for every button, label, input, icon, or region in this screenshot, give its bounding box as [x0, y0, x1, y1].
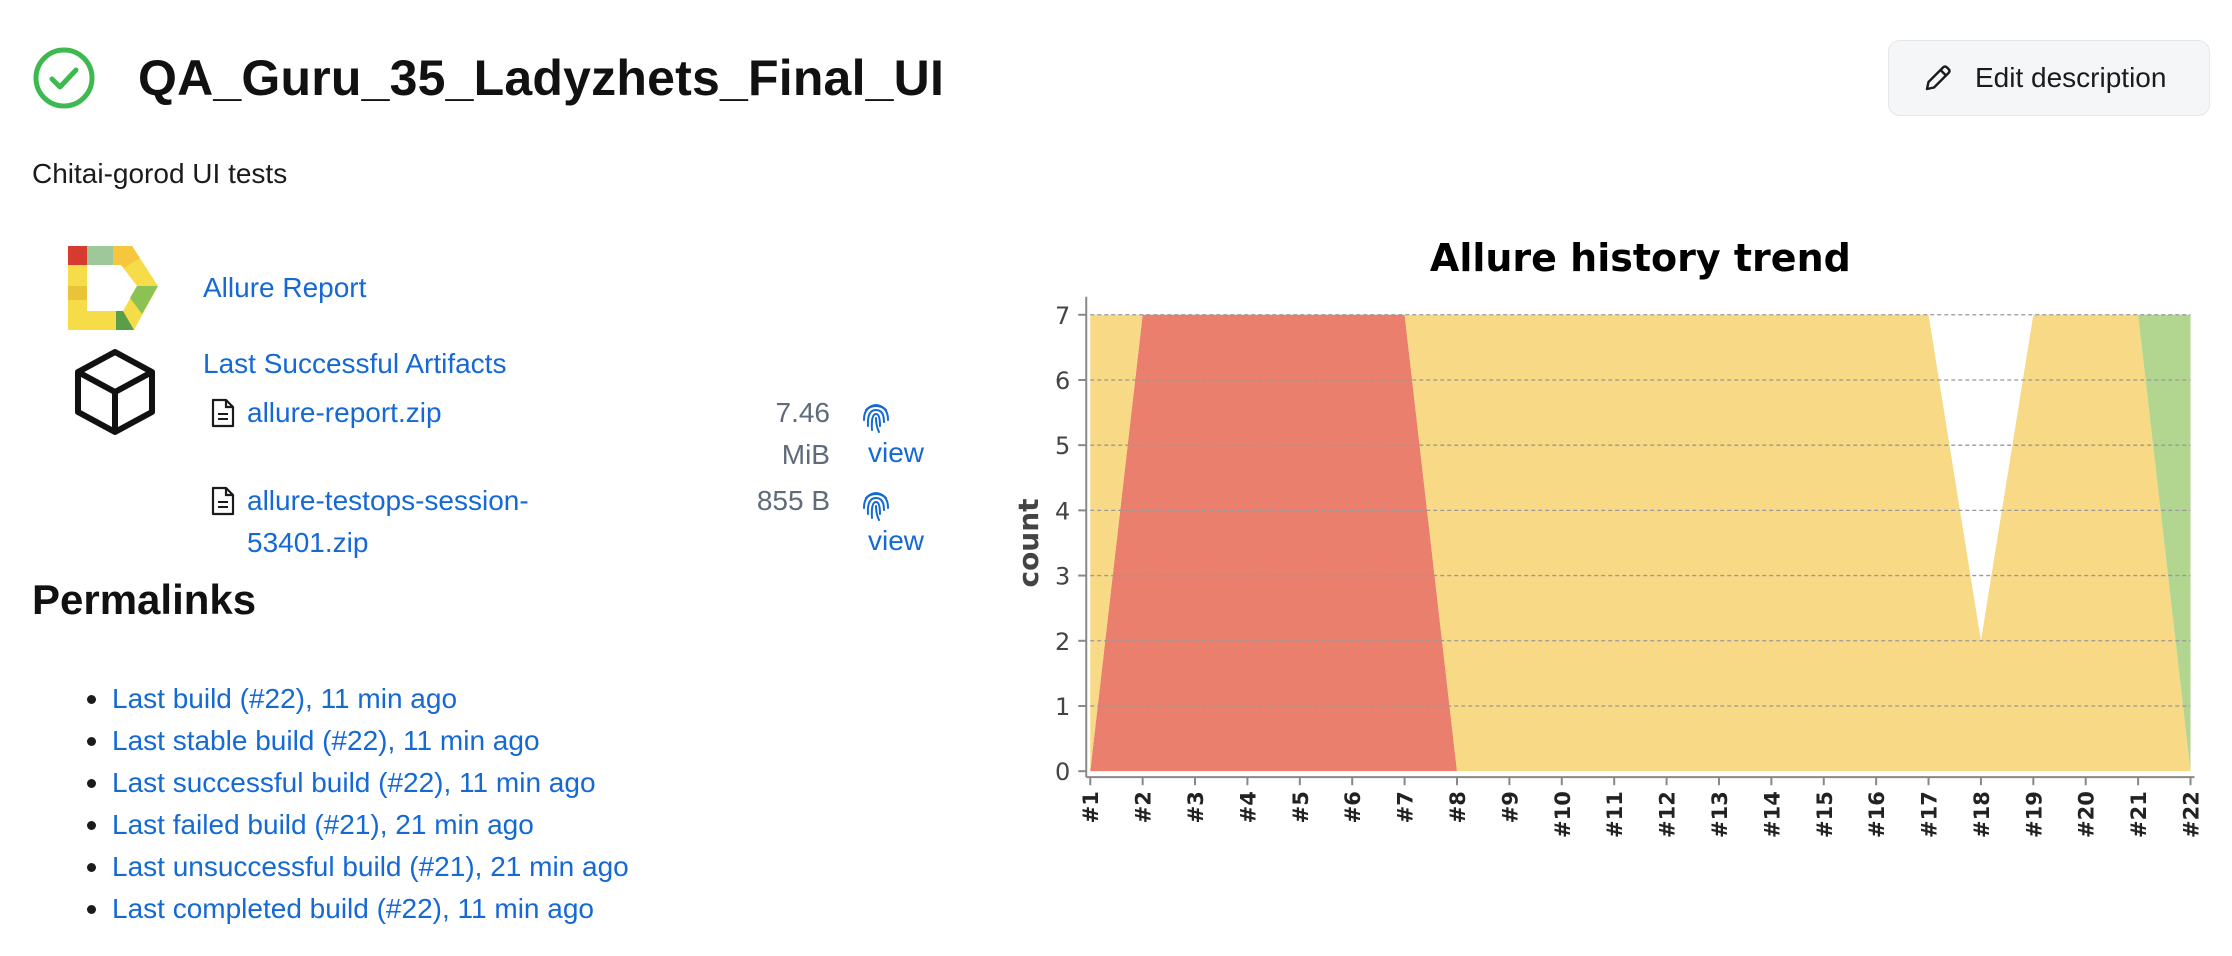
chart-y-tick-label: 6 [1055, 367, 1070, 395]
chart-area-series-0 [1090, 314, 2191, 772]
fingerprint-icon[interactable] [860, 488, 892, 522]
page-title: QA_Guru_35_Ladyzhets_Final_UI [138, 50, 945, 106]
package-icon [75, 349, 155, 435]
chart-x-tick-label: #5 [1289, 791, 1313, 823]
check-circle-icon [33, 47, 95, 109]
chart-x-tick-label: #8 [1446, 791, 1470, 823]
chart-x-tick-label: #17 [1918, 791, 1942, 838]
chart-x-tick-label: #6 [1341, 791, 1365, 823]
permalinks-list: Last build (#22), 11 min ago Last stable… [87, 678, 629, 930]
chart-y-axis-label: count [1012, 498, 1045, 587]
artifact-link-allure-testops-session-zip[interactable]: allure-testops-session- 53401.zip [247, 485, 529, 558]
job-header: QA_Guru_35_Ladyzhets_Final_UI [32, 46, 944, 110]
allure-logo-icon[interactable] [68, 246, 158, 330]
chart-x-tick-label: #13 [1708, 791, 1732, 838]
file-icon [211, 486, 235, 516]
file-icon [211, 398, 235, 428]
pencil-icon [1925, 65, 1951, 91]
chart-x-tick-label: #16 [1865, 791, 1889, 838]
last-successful-artifacts-link[interactable]: Last Successful Artifacts [203, 348, 507, 379]
chart-x-tick-label: #14 [1760, 791, 1784, 838]
chart-x-tick-label: #20 [2075, 791, 2099, 838]
chart-x-tick-label: #7 [1394, 791, 1418, 823]
artifact-size: 7.46 MiB [775, 397, 831, 470]
chart-x-tick-label: #9 [1498, 791, 1522, 823]
list-item: Last successful build (#22), 11 min ago [87, 762, 629, 804]
artifact-link-allure-report-zip[interactable]: allure-report.zip [247, 397, 442, 428]
chart-x-tick-label: #21 [2127, 791, 2151, 838]
chart-x-tick-label: #22 [2180, 791, 2204, 838]
artifact-view-link[interactable]: view [868, 437, 925, 468]
permalinks-heading: Permalinks [32, 576, 257, 623]
chart-x-tick-label: #19 [2022, 791, 2046, 838]
chart-y-tick-label: 7 [1055, 302, 1070, 330]
chart-y-tick-label: 3 [1055, 563, 1070, 591]
chart-y-tick-label: 4 [1055, 497, 1070, 525]
chart-x-tick-label: #4 [1236, 791, 1260, 823]
allure-history-trend-chart[interactable]: Allure history trend count 0 1 2 3 4 5 6 7 #1 #2 #… [1000, 220, 2232, 860]
permalink-last-completed-build[interactable]: Last completed build (#22), 11 min ago [112, 893, 594, 924]
chart-y-tick-label: 1 [1055, 693, 1070, 721]
artifact-view-link[interactable]: view [868, 525, 925, 556]
edit-description-button[interactable]: Edit description [1888, 40, 2210, 116]
chart-title: Allure history trend [1430, 236, 1851, 280]
chart-x-tick-label: #15 [1813, 791, 1837, 838]
permalink-last-build[interactable]: Last build (#22), 11 min ago [112, 683, 458, 714]
chart-x-tick-label: #12 [1656, 791, 1680, 838]
list-item: Last unsuccessful build (#21), 21 min ag… [87, 846, 629, 888]
list-item: Last completed build (#22), 11 min ago [87, 888, 629, 930]
chart-x-tick-label: #10 [1551, 791, 1575, 838]
permalink-last-successful-build[interactable]: Last successful build (#22), 11 min ago [112, 767, 596, 798]
chart-x-tick-label: #18 [1970, 791, 1994, 838]
job-description: Chitai-gorod UI tests [32, 158, 288, 189]
list-item: Last failed build (#21), 21 min ago [87, 804, 629, 846]
chart-x-tick-label: #2 [1132, 791, 1156, 823]
chart-y-tick-label: 5 [1055, 432, 1070, 460]
permalink-last-failed-build[interactable]: Last failed build (#21), 21 min ago [112, 809, 534, 840]
chart-y-tick-label: 2 [1055, 628, 1070, 656]
artifact-size: 855 B [756, 485, 830, 516]
list-item: Last stable build (#22), 11 min ago [87, 720, 629, 762]
list-item: Last build (#22), 11 min ago [87, 678, 629, 720]
chart-x-tick-label: #3 [1184, 791, 1208, 823]
permalink-last-stable-build[interactable]: Last stable build (#22), 11 min ago [112, 725, 540, 756]
chart-y-tick-label: 0 [1055, 758, 1070, 786]
edit-description-label: Edit description [1975, 62, 2167, 93]
fingerprint-icon[interactable] [860, 400, 892, 434]
chart-area-series-1 [1090, 314, 2191, 772]
chart-x-tick-label: #11 [1603, 791, 1627, 838]
allure-report-link[interactable]: Allure Report [203, 272, 367, 303]
permalink-last-unsuccessful-build[interactable]: Last unsuccessful build (#21), 21 min ag… [112, 851, 629, 882]
chart-x-tick-label: #1 [1079, 791, 1103, 823]
